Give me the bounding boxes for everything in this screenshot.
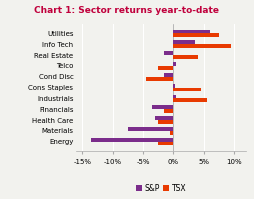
- Bar: [158, 120, 173, 124]
- Bar: [173, 62, 177, 66]
- Bar: [146, 77, 173, 81]
- Bar: [164, 73, 173, 77]
- Text: Chart 1: Sector returns year-to-date: Chart 1: Sector returns year-to-date: [35, 6, 219, 15]
- Bar: [173, 44, 231, 48]
- Legend: S&P, TSX: S&P, TSX: [133, 181, 189, 196]
- Bar: [164, 51, 173, 55]
- Bar: [173, 30, 210, 33]
- Bar: [173, 84, 175, 88]
- Bar: [152, 105, 173, 109]
- Bar: [173, 98, 207, 102]
- Bar: [91, 138, 173, 142]
- Bar: [170, 131, 173, 135]
- Bar: [173, 95, 177, 98]
- Bar: [158, 66, 173, 70]
- Bar: [158, 142, 173, 145]
- Bar: [155, 116, 173, 120]
- Bar: [173, 40, 195, 44]
- Bar: [173, 88, 201, 91]
- Bar: [164, 109, 173, 113]
- Bar: [128, 127, 173, 131]
- Bar: [173, 55, 198, 59]
- Bar: [173, 33, 219, 37]
